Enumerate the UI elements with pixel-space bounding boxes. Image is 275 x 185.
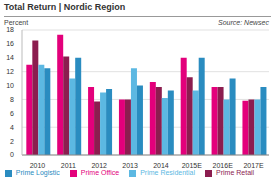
svg-text:2010: 2010 bbox=[30, 162, 46, 169]
html-text:Prime Residential: Prime Residential bbox=[140, 169, 195, 176]
svg-text:4: 4 bbox=[10, 124, 14, 131]
svg-text:2012: 2012 bbox=[91, 162, 107, 169]
html-text:Prime Office: Prime Office bbox=[80, 169, 120, 176]
svg-text:0: 0 bbox=[10, 151, 14, 158]
svg-text:14: 14 bbox=[8, 54, 14, 61]
svg-text:2: 2 bbox=[10, 138, 14, 145]
html-text:Prime Retail: Prime Retail bbox=[216, 169, 255, 176]
svg-text:2014: 2014 bbox=[153, 162, 169, 169]
svg-text:10: 10 bbox=[8, 82, 14, 89]
svg-text:2011: 2011 bbox=[61, 162, 76, 169]
html-text:Source: Newsec: Source: Newsec bbox=[218, 19, 269, 26]
svg-text:2016E: 2016E bbox=[213, 162, 234, 169]
svg-text:18: 18 bbox=[8, 26, 14, 33]
svg-text:8: 8 bbox=[10, 96, 14, 103]
svg-text:12: 12 bbox=[8, 68, 14, 75]
svg-text:6: 6 bbox=[10, 110, 14, 117]
svg-text:2013: 2013 bbox=[122, 162, 138, 169]
svg-text:16: 16 bbox=[8, 40, 14, 47]
html-text:Prime Logistic: Prime Logistic bbox=[15, 169, 60, 176]
svg-text:2015E: 2015E bbox=[182, 162, 203, 169]
svg-text:2017E: 2017E bbox=[243, 162, 264, 169]
html-text:Percent: Percent bbox=[4, 19, 29, 26]
html-text:Total Return | Nordic Region: Total Return | Nordic Region bbox=[4, 2, 126, 12]
